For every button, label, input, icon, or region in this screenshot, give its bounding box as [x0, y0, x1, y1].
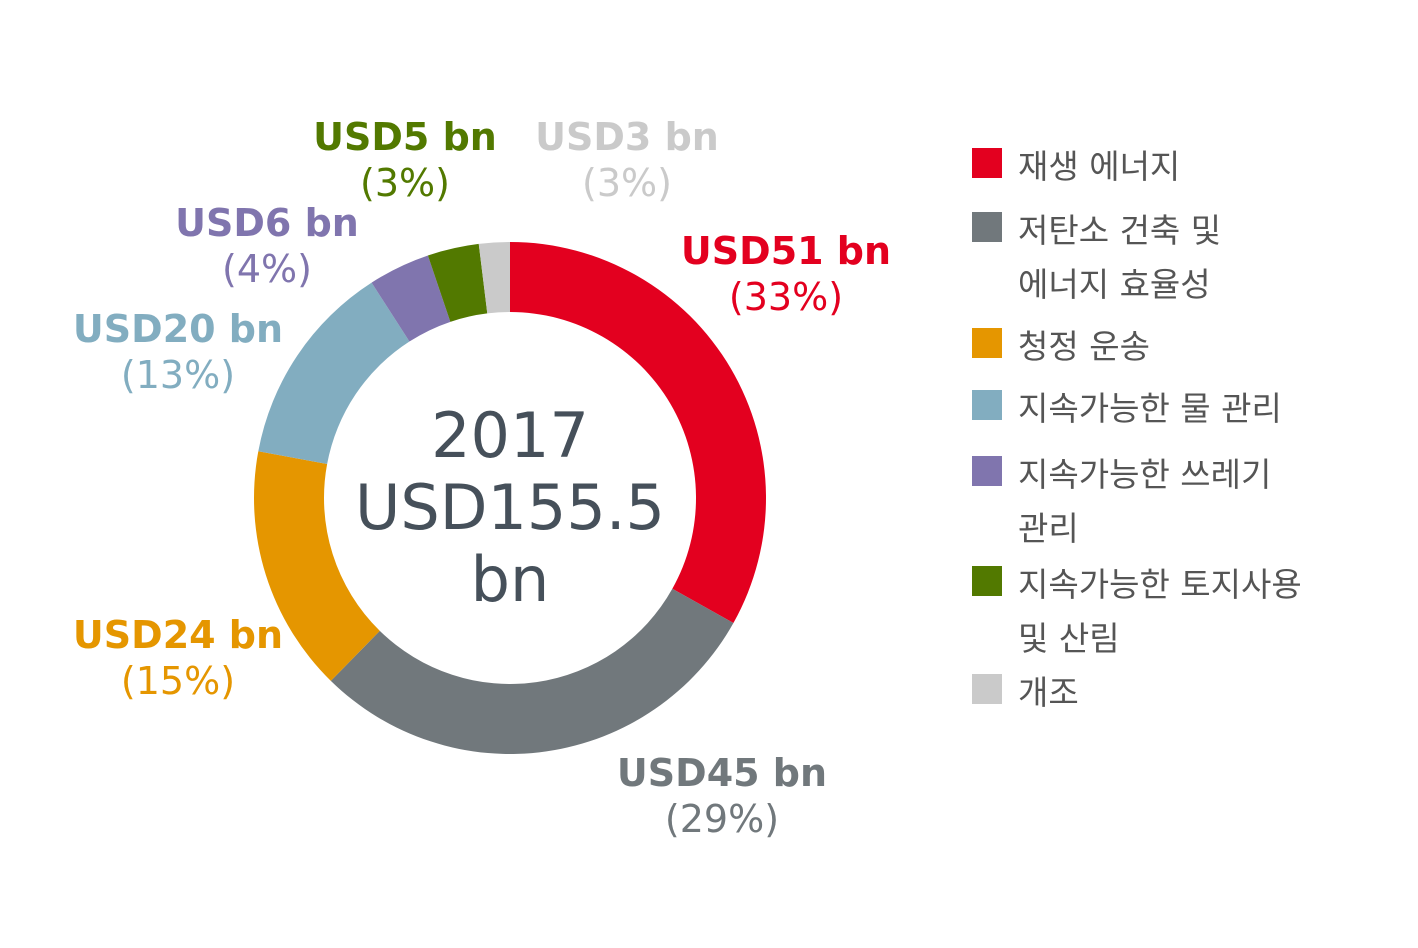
center-unit: bn [470, 543, 550, 616]
legend-swatch [972, 456, 1002, 486]
legend-swatch [972, 148, 1002, 178]
slice-percent: (13%) [120, 353, 236, 397]
slice-percent: (3%) [360, 161, 450, 205]
legend-swatch [972, 566, 1002, 596]
legend-swatch [972, 390, 1002, 420]
center-total: USD155.5 [355, 471, 665, 544]
slice-percent: (3%) [582, 161, 672, 205]
slice-label-low-carbon-buildings: USD45 bn (29%) [617, 750, 827, 842]
donut-slice-renewable-energy [510, 242, 766, 623]
legend-label: 청정 운송 [1018, 327, 1150, 366]
slice-label-water-management: USD20 bn (13%) [73, 306, 283, 398]
legend-label: 재생 에너지 [1018, 147, 1181, 186]
slice-percent: (4%) [222, 247, 312, 291]
slice-amount: USD45 bn [616, 751, 828, 795]
legend-swatch [972, 674, 1002, 704]
slice-amount: USD20 bn [72, 307, 284, 351]
legend-swatch [972, 328, 1002, 358]
legend-label: 지속가능한 쓰레기 관리 [1018, 455, 1272, 548]
donut-slice-land-use-forestry [427, 243, 488, 322]
donut-center-label: 2017 USD155.5 bn [355, 400, 665, 616]
slice-amount: USD5 bn [313, 115, 497, 159]
legend-label: 저탄소 건축 및 에너지 효율성 [1018, 211, 1222, 304]
donut-slice-waste-management [371, 255, 451, 342]
slice-percent: (15%) [120, 659, 236, 703]
donut-slice-low-carbon-buildings [330, 588, 734, 754]
slice-label-clean-transport: USD24 bn (15%) [73, 612, 283, 704]
slice-label-land-use-forestry: USD5 bn (3%) [313, 114, 497, 206]
donut-slice-clean-transport [253, 451, 380, 681]
slice-amount: USD3 bn [535, 115, 719, 159]
slice-amount: USD24 bn [72, 613, 284, 657]
legend-label: 지속가능한 토지사용 및 산림 [1018, 565, 1302, 658]
slice-label-waste-management: USD6 bn (4%) [175, 200, 359, 292]
legend-swatch [972, 212, 1002, 242]
donut-slice-water-management [258, 282, 410, 465]
legend-label: 지속가능한 물 관리 [1018, 389, 1282, 428]
center-year: 2017 [431, 399, 589, 472]
slice-percent: (29%) [664, 797, 780, 841]
legend-label: 개조 [1018, 673, 1079, 712]
slice-amount: USD51 bn [680, 229, 892, 273]
slice-percent: (33%) [728, 275, 844, 319]
slice-label-renewable-energy: USD51 bn (33%) [681, 228, 891, 320]
donut-slice-adaptation [478, 242, 510, 314]
slice-label-adaptation: USD3 bn (3%) [535, 114, 719, 206]
slice-amount: USD6 bn [175, 201, 359, 245]
